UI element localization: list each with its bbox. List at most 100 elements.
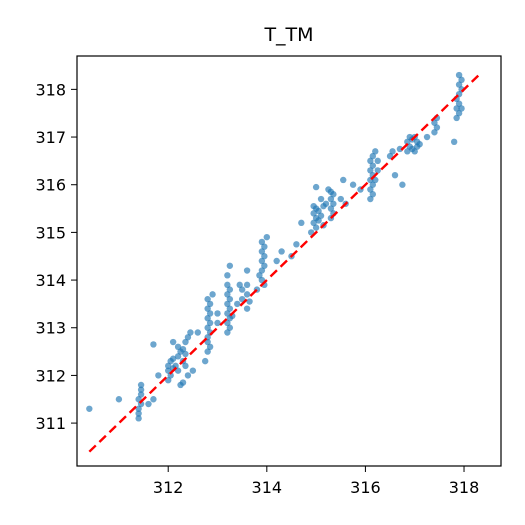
data-point — [135, 415, 142, 422]
y-tick-label: 312 — [35, 366, 66, 385]
data-point — [179, 345, 187, 353]
data-point — [246, 298, 253, 305]
data-point — [226, 295, 234, 303]
data-point — [327, 205, 335, 212]
x-tick-label: 316 — [350, 478, 381, 497]
data-point — [374, 167, 381, 174]
data-point — [224, 281, 231, 289]
data-point — [169, 355, 177, 362]
data-point — [226, 286, 234, 293]
data-point — [453, 105, 460, 112]
data-point — [179, 379, 187, 386]
data-point — [182, 350, 189, 358]
data-point — [150, 396, 157, 403]
x-tick-label: 314 — [252, 478, 283, 497]
data-point — [243, 291, 251, 298]
data-point — [174, 343, 182, 351]
data-point — [312, 224, 320, 231]
data-point — [455, 110, 463, 117]
data-point — [184, 334, 192, 341]
data-point — [214, 310, 221, 317]
data-point — [455, 71, 463, 79]
data-point — [206, 300, 214, 308]
data-point — [137, 391, 145, 398]
data-point — [298, 219, 305, 227]
data-point — [167, 372, 174, 379]
data-point — [224, 291, 231, 298]
x-axis: 312 314 316 318 — [153, 466, 479, 497]
data-point — [182, 338, 189, 346]
data-point — [330, 191, 337, 198]
data-point — [174, 353, 182, 360]
data-point — [184, 372, 192, 379]
data-point — [391, 171, 399, 179]
data-point — [411, 148, 418, 155]
y-tick-label: 313 — [35, 319, 66, 338]
data-point — [396, 145, 404, 153]
data-point — [340, 176, 347, 184]
data-point — [322, 200, 330, 207]
data-point — [310, 219, 317, 227]
data-point — [236, 281, 243, 289]
data-point — [416, 140, 423, 148]
data-point — [243, 281, 251, 289]
y-tick-label: 317 — [35, 128, 66, 147]
data-point — [226, 262, 234, 269]
data-point — [315, 217, 322, 224]
data-point — [315, 207, 322, 215]
data-point — [273, 257, 280, 265]
data-point — [310, 210, 317, 217]
data-point — [189, 367, 197, 374]
data-point — [86, 405, 93, 412]
data-point — [187, 329, 194, 336]
y-tick-label: 316 — [35, 176, 66, 195]
data-point — [349, 181, 357, 188]
y-tick-label: 318 — [35, 80, 66, 99]
data-point — [458, 105, 465, 112]
data-point — [182, 362, 189, 370]
data-point — [317, 212, 325, 219]
data-point — [258, 267, 266, 274]
data-point — [261, 243, 268, 250]
data-point — [369, 152, 377, 160]
data-point — [455, 81, 463, 88]
data-point — [165, 362, 172, 370]
data-point — [150, 341, 157, 348]
data-point — [404, 138, 411, 146]
data-point — [327, 195, 335, 203]
data-point — [201, 357, 209, 365]
data-point — [389, 148, 396, 155]
data-point — [372, 148, 379, 155]
data-point — [458, 76, 465, 84]
data-point — [455, 100, 463, 107]
data-point — [206, 319, 214, 327]
data-point — [431, 129, 438, 136]
data-point — [374, 157, 381, 165]
data-point — [115, 396, 123, 403]
data-point — [204, 324, 211, 331]
data-point — [226, 324, 234, 331]
data-point — [367, 186, 374, 193]
data-point — [450, 138, 458, 146]
plot-frame — [76, 55, 502, 467]
data-point — [293, 241, 300, 248]
data-point — [243, 267, 251, 274]
data-point — [145, 400, 152, 408]
data-point — [226, 305, 234, 312]
y-axis: 311 312 313 314 315 316 317 318 — [35, 80, 77, 433]
data-point — [404, 148, 411, 155]
data-point — [204, 348, 211, 355]
data-point — [256, 272, 263, 279]
data-point — [453, 114, 460, 122]
y-tick-label: 311 — [35, 414, 66, 433]
data-point — [234, 300, 241, 308]
data-point — [243, 305, 251, 312]
data-point — [423, 133, 431, 141]
data-point — [399, 181, 406, 188]
data-point — [206, 310, 214, 317]
data-point — [312, 183, 320, 191]
data-point — [224, 272, 231, 279]
data-point — [224, 329, 231, 336]
data-point — [155, 372, 162, 379]
